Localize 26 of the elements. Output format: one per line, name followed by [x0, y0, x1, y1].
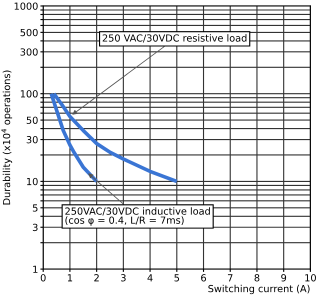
y-tick-label: 10 — [27, 178, 38, 186]
x-tick-label: 10 — [305, 274, 316, 282]
y-tick-label: 500 — [20, 28, 38, 36]
y-tick-label: 1 — [33, 266, 38, 273]
x-tick-label: 0 — [40, 274, 46, 282]
x-tick-label: 5 — [174, 274, 180, 282]
x-tick-label: 2 — [94, 274, 99, 282]
y-tick-label: 100 — [20, 90, 38, 98]
x-tick-label: 6 — [201, 274, 206, 282]
y-tick-label: 5 — [32, 204, 38, 212]
x-tick-label: 1 — [68, 274, 72, 282]
y-tick-label: 30 — [26, 136, 38, 144]
line-series — [52, 92, 179, 184]
y-tick-label: 1000 — [14, 2, 38, 10]
x-axis-title: Switching current (A) — [208, 284, 310, 294]
x-tick-label: 7 — [228, 274, 232, 282]
x-tick-label: 4 — [147, 274, 153, 282]
x-tick-label: 3 — [121, 274, 126, 282]
y-tick-label: 3 — [32, 224, 38, 232]
x-tick-label: 8 — [254, 274, 260, 282]
x-tick-label: 9 — [281, 274, 286, 282]
annotation: 250 VAC/30VDC resistive load — [102, 34, 246, 42]
annotation: 250VAC/30VDC inductive load (cos φ = 0.4, L/R = 7ms) — [65, 207, 210, 226]
y-tick-label: 50 — [26, 116, 38, 124]
y-tick-label: 300 — [20, 48, 38, 56]
y-axis-title: Durability (x10$^{4}$ operations) — [1, 70, 12, 204]
